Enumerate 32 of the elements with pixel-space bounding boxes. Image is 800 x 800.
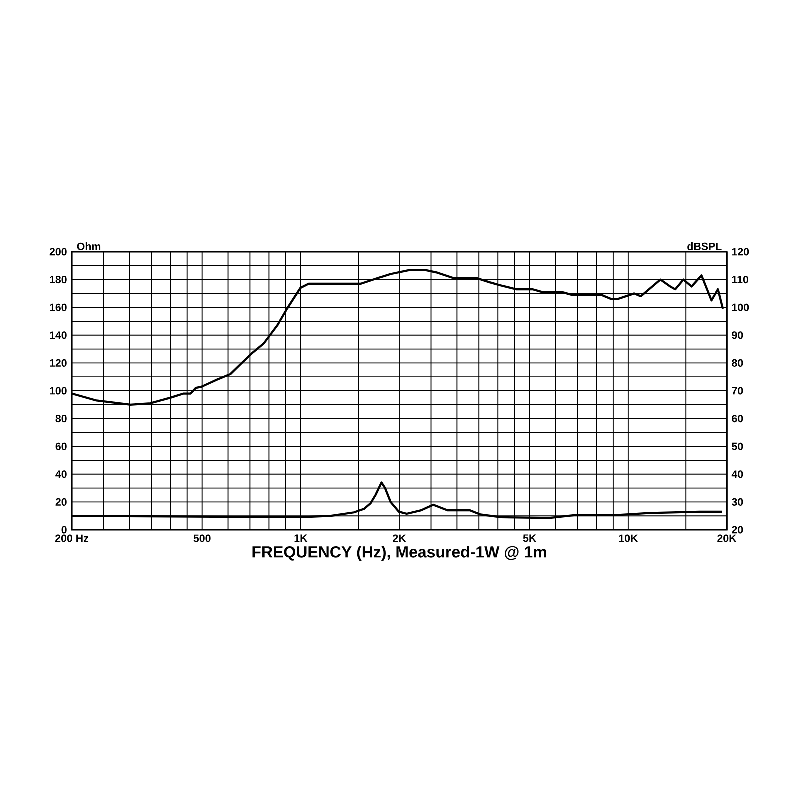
y-tick-label: 180 — [50, 276, 67, 284]
y2-tick-label: 40 — [732, 470, 744, 478]
y-tick-label: 20 — [56, 498, 67, 506]
y2-tick-label: 50 — [732, 442, 744, 450]
y2-tick-label: 110 — [732, 276, 748, 284]
y2-tick-label: 100 — [732, 304, 750, 312]
y2-tick-label: 90 — [732, 332, 744, 340]
y2-tick-label: 120 — [732, 248, 750, 256]
y-tick-label: 200 — [50, 248, 67, 256]
y2-tick-label: 70 — [732, 387, 744, 395]
y-tick-label: 140 — [50, 332, 67, 340]
y-tick-label: 80 — [56, 415, 67, 423]
y2-tick-label: 30 — [732, 498, 744, 506]
x-tick-label: 1K — [294, 534, 308, 542]
y2-tick-label: 20 — [732, 526, 744, 534]
y2-tick-label: 80 — [732, 359, 744, 367]
x-tick-label: 10K — [619, 534, 638, 542]
x-tick-label: 2K — [393, 534, 406, 542]
y-tick-label: 40 — [56, 470, 67, 478]
x-tick-label: 20K — [718, 534, 737, 542]
y-tick-label: 0 — [62, 526, 67, 534]
x-tick-label: 200 Hz — [55, 534, 89, 542]
x-tick-label: 5K — [523, 534, 537, 542]
y-tick-label: 60 — [56, 442, 67, 450]
y-axis-title: Ohm — [77, 242, 101, 250]
y2-axis-title: dBSPL — [688, 242, 722, 250]
y-tick-label: 100 — [50, 387, 67, 395]
y-tick-label: 160 — [50, 304, 67, 312]
x-tick-label: 500 — [194, 534, 211, 542]
x-axis-title: FREQUENCY (Hz), Measured-1W @ 1m — [252, 546, 546, 561]
y-tick-label: 120 — [50, 359, 67, 367]
y2-tick-label: 60 — [732, 415, 744, 423]
